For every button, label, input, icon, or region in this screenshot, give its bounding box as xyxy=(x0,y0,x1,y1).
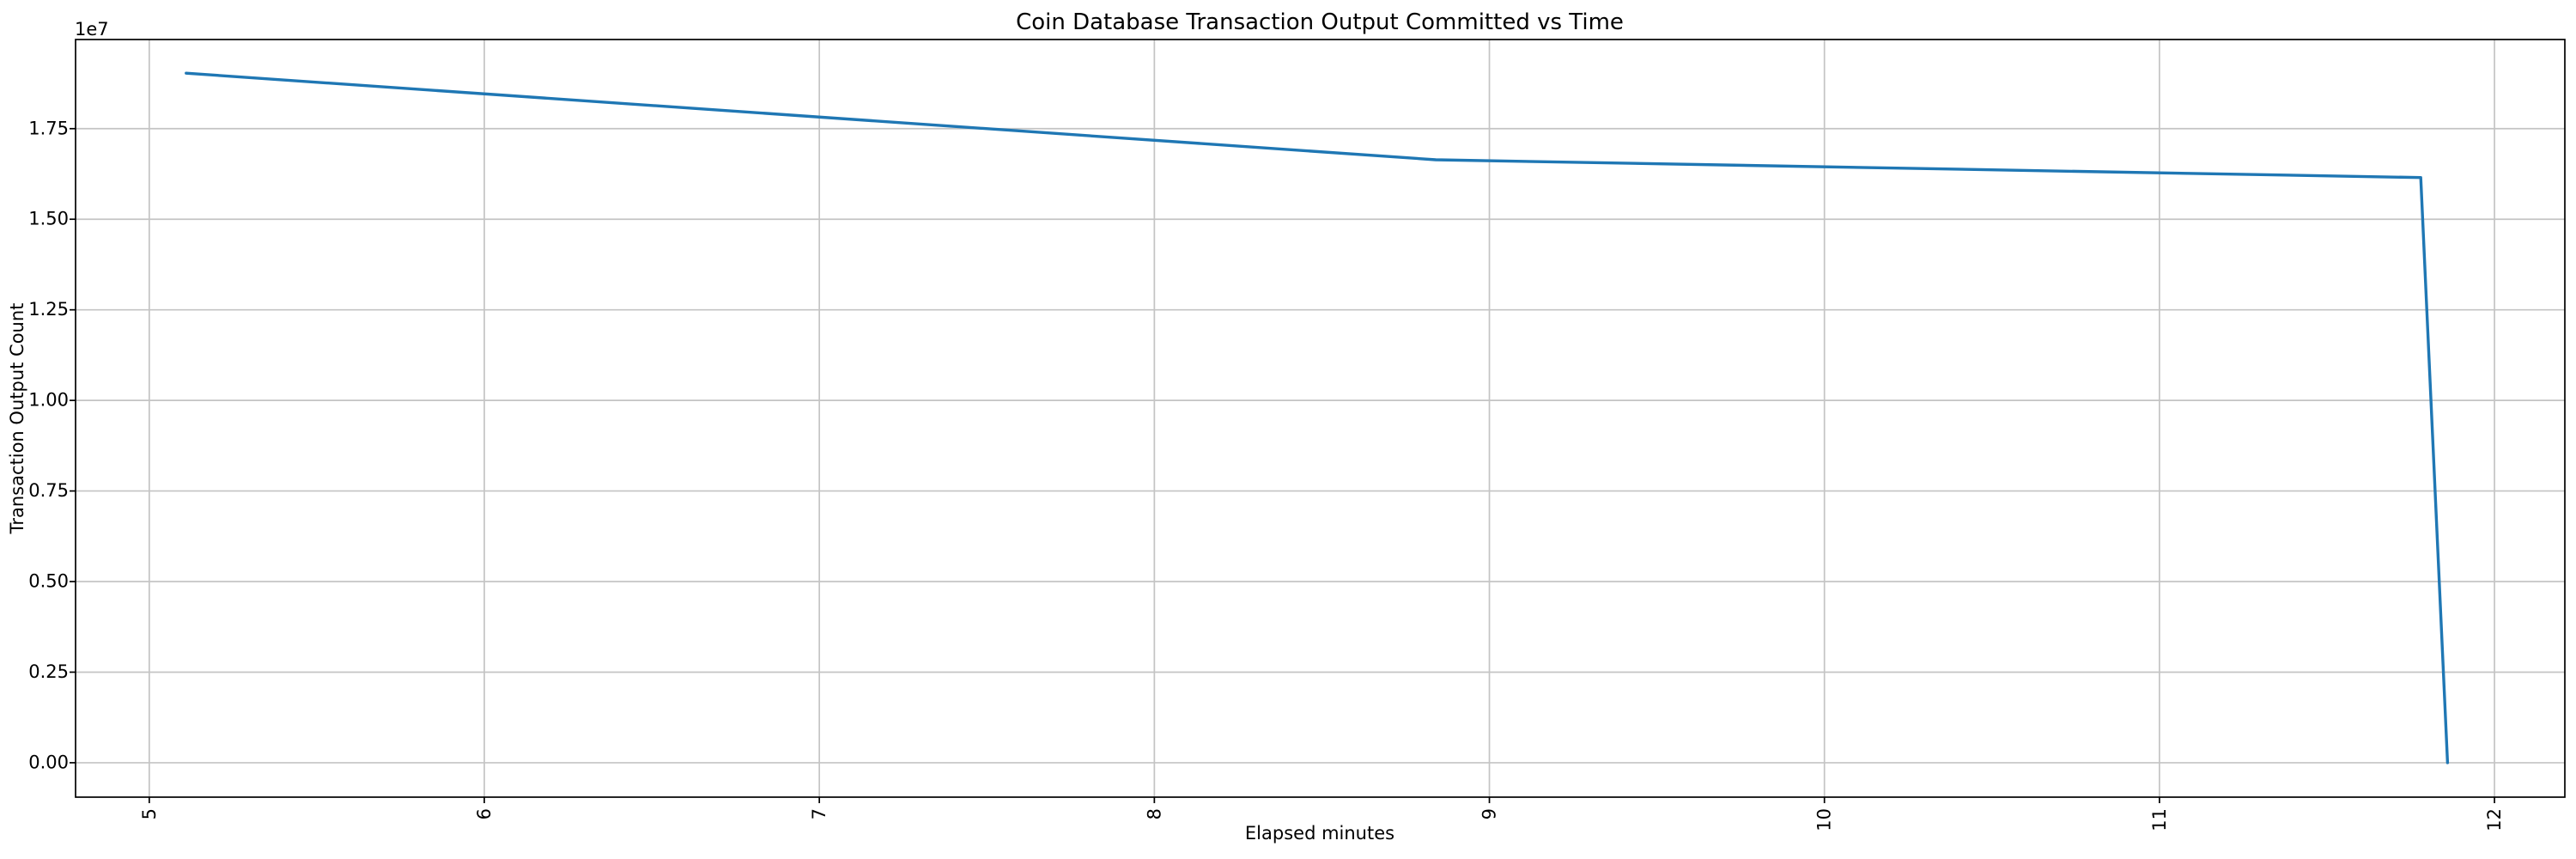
y-tick-label: 1.50 xyxy=(28,209,69,229)
y-tick-label: 0.50 xyxy=(28,571,69,592)
x-tick-label: 12 xyxy=(2484,808,2505,832)
plot-spines xyxy=(75,39,2566,798)
y-axis-offset-label: 1e7 xyxy=(75,19,109,40)
y-tick-label: 0.25 xyxy=(28,661,69,682)
y-tick-label: 1.75 xyxy=(28,118,69,138)
axes-layer: 5 6 7 8 9 10 11 12 0.00 0.25 0.50 0.75 1.00 1.25 1.50 1… xyxy=(28,39,2566,832)
x-tick-label: 8 xyxy=(1144,808,1164,819)
data-layer xyxy=(185,71,2450,765)
x-tick-label: 5 xyxy=(139,808,160,819)
x-tick-label: 10 xyxy=(1814,808,1835,832)
x-tick-label: 7 xyxy=(809,808,829,819)
y-axis-label: Transaction Output Count xyxy=(7,303,27,535)
y-tick-label: 1.00 xyxy=(28,390,69,411)
x-tick-label: 6 xyxy=(474,808,495,819)
x-tick-label: 11 xyxy=(2149,808,2170,832)
y-tick-label: 0.75 xyxy=(28,480,69,501)
y-tick-label: 0.00 xyxy=(28,752,69,772)
chart-title: Coin Database Transaction Output Committ… xyxy=(1016,9,1624,35)
x-axis-label: Elapsed minutes xyxy=(1245,823,1394,844)
y-tick-label: 1.25 xyxy=(28,299,69,320)
x-tick-label: 9 xyxy=(1479,808,1500,819)
data-series-line xyxy=(185,71,2450,765)
